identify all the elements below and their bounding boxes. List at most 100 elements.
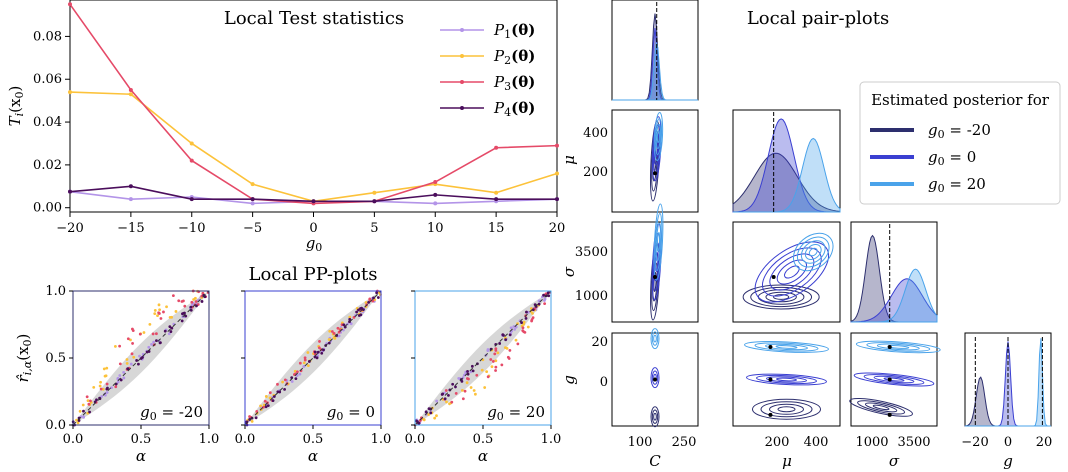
joint-contour (804, 244, 822, 260)
joint-contour (800, 240, 826, 264)
pp-point (480, 368, 484, 372)
pp-point (531, 311, 534, 315)
pair-ylabel-g: g (560, 375, 578, 385)
pp-point (119, 378, 123, 382)
joint-contour (651, 409, 659, 424)
pp-point (320, 351, 324, 355)
y-tick-label: 0.5 (45, 351, 66, 366)
legend-title: Estimated posterior for (871, 91, 1050, 109)
joint-contour (796, 236, 830, 268)
pp-point (531, 308, 535, 312)
pp-point (364, 301, 368, 304)
pp-point (147, 345, 151, 349)
joint-contour (754, 342, 819, 352)
true-value-point (653, 275, 657, 279)
pp-point (494, 359, 498, 363)
pair-xlabel-sigma: σ (889, 452, 900, 470)
true-value-point (653, 171, 657, 176)
pp-point (543, 302, 547, 306)
diagonal-line (414, 290, 552, 426)
x-tick-label: 0 (1004, 435, 1012, 450)
pp-point (281, 380, 285, 384)
legend-entry: P4(θ) (493, 99, 535, 119)
pp-point (152, 340, 156, 344)
pp-point (104, 374, 108, 378)
series-point-p3 (433, 180, 438, 185)
pp-point (132, 355, 136, 359)
pp-point (512, 325, 516, 328)
joint-contour (651, 331, 659, 346)
pp-point (276, 382, 279, 386)
true-value-point (771, 275, 776, 279)
true-value-point (768, 377, 773, 382)
pp-panel-3: 0.0 0.5 1.0 α g0 = 20 (405, 290, 561, 465)
pp-point (530, 318, 534, 321)
pp-point (429, 411, 433, 415)
series-point-p4 (68, 189, 72, 194)
y-tick-label: 1000 (575, 289, 608, 304)
x-tick-label: 400 (804, 435, 829, 450)
series-point-p4 (128, 184, 133, 189)
pp-point (184, 314, 188, 318)
joint-contour (775, 345, 798, 349)
pp-point (513, 328, 517, 331)
joint-contour (750, 286, 813, 308)
pp-point (427, 413, 431, 416)
pair-plots-title: Local pair-plots (747, 8, 889, 29)
pp-point (129, 362, 133, 366)
pp-point (118, 362, 122, 366)
x-tick-label: 10 (427, 221, 444, 236)
pp-point (451, 382, 455, 386)
pp-point (159, 317, 163, 320)
legend-marker (460, 28, 464, 32)
joint-contour (650, 367, 660, 389)
y-tick-label: 0.00 (33, 201, 62, 216)
pp-point (543, 297, 547, 301)
pp-point (271, 399, 275, 403)
marginal-density (612, 42, 698, 101)
x-tick-label: −15 (117, 221, 144, 236)
true-value-point (653, 377, 657, 382)
pair-frame (611, 332, 699, 427)
x-tick-label: 200 (765, 435, 790, 450)
joint-contour (776, 377, 797, 382)
joint-contour (760, 401, 813, 418)
pp-point (490, 365, 494, 369)
legend-entry: P1(θ) (493, 21, 535, 41)
series-point-p1 (128, 197, 133, 202)
pp-point (189, 305, 193, 309)
pp-point (105, 382, 109, 386)
pp-point (496, 351, 500, 355)
pp-point (130, 352, 134, 356)
x-tick-label: −5 (243, 221, 262, 236)
marginal-density (733, 137, 841, 213)
joint-contour (863, 374, 925, 385)
pp-point (362, 308, 365, 312)
pp-point (170, 326, 174, 330)
pp-point (294, 377, 298, 381)
series-point-p2 (494, 190, 499, 195)
pp-point (81, 403, 85, 407)
y-tick-label: 1.0 (45, 284, 66, 299)
pp-point (460, 380, 464, 383)
pp-point (101, 387, 105, 391)
pp-point (129, 338, 132, 342)
series-point-p4 (372, 199, 377, 204)
pp-point (454, 385, 457, 389)
pp-point (472, 389, 476, 392)
pp-point (200, 300, 204, 303)
pp-point (138, 332, 142, 336)
pp-annotation: g0 = 0 (327, 403, 375, 423)
series-line-p3 (69, 3, 558, 205)
pp-point (116, 380, 120, 384)
pp-point (444, 389, 448, 392)
pp-point (368, 297, 372, 301)
pp-point (293, 369, 297, 373)
pp-point (264, 405, 268, 409)
pp-point (414, 419, 418, 423)
true-value-point (887, 377, 892, 382)
true-value-point (768, 344, 773, 349)
joint-contour (650, 328, 660, 350)
pp-xlabel: α (478, 447, 488, 465)
pp-point (174, 310, 178, 313)
